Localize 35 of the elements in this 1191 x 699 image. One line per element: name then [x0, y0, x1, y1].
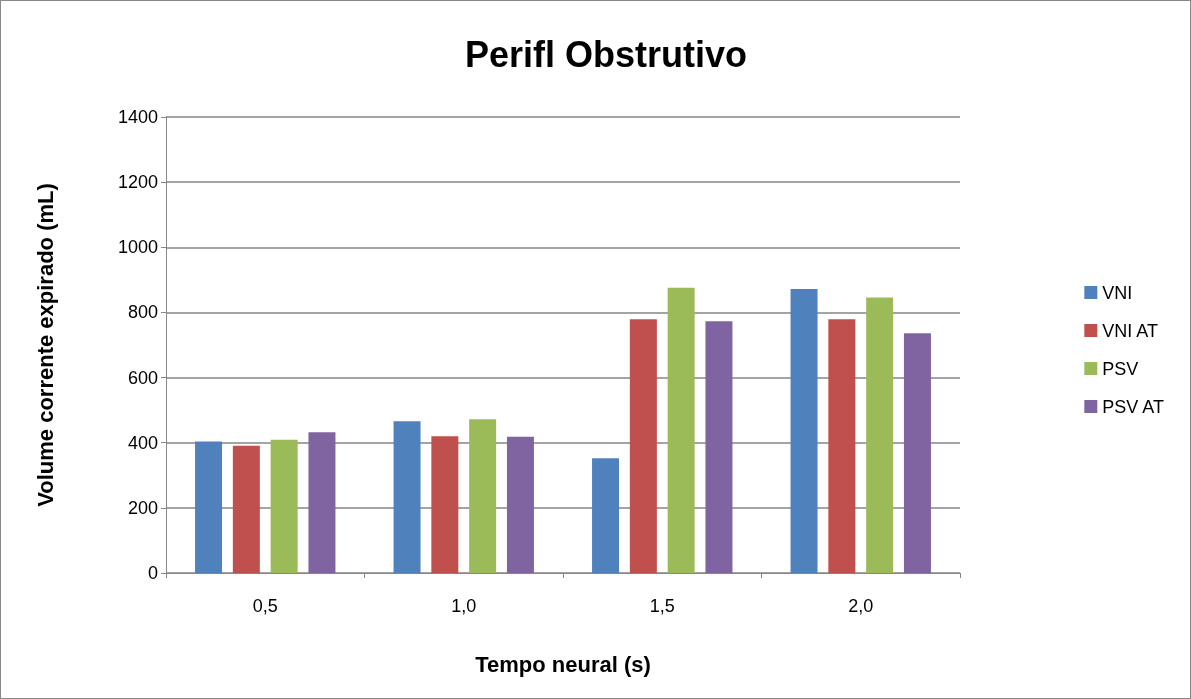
- legend-label: PSV AT: [1102, 396, 1165, 417]
- y-tick-label: 1000: [117, 237, 158, 258]
- bar: [308, 432, 336, 573]
- y-tick-label: 200: [127, 497, 158, 518]
- y-axis-title: Volume corrente expirado (mL): [32, 183, 58, 507]
- legend-label: VNI AT: [1102, 320, 1158, 341]
- x-tick-label: 2,0: [848, 596, 874, 616]
- chart-title: Perifl Obstrutivo: [464, 33, 748, 75]
- bar: [828, 319, 856, 573]
- y-tick-label: 0: [147, 563, 158, 583]
- bar: [592, 458, 620, 573]
- y-tick-label: 600: [127, 367, 158, 388]
- bar: [866, 297, 894, 573]
- legend-label: VNI: [1102, 282, 1133, 303]
- bar: [393, 421, 421, 573]
- bar: [705, 321, 733, 573]
- bar: [629, 319, 657, 573]
- bar: [667, 287, 695, 573]
- bar: [270, 439, 298, 573]
- y-tick-label: 1200: [117, 172, 158, 193]
- bar: [431, 436, 459, 573]
- x-tick-label: 0,5: [252, 596, 278, 616]
- bar: [506, 436, 534, 573]
- x-tick-label: 1,5: [649, 596, 675, 616]
- bar: [903, 333, 931, 573]
- x-axis-title: Tempo neural (s): [475, 651, 651, 677]
- legend-label: PSV: [1102, 358, 1139, 379]
- y-tick-label: 1400: [117, 107, 158, 127]
- bar: [790, 288, 818, 573]
- bar: [195, 441, 223, 573]
- bar: [469, 419, 497, 573]
- y-tick-label: 800: [127, 302, 158, 323]
- y-tick-label: 400: [127, 432, 158, 453]
- bar: [232, 445, 260, 573]
- x-tick-label: 1,0: [451, 596, 477, 616]
